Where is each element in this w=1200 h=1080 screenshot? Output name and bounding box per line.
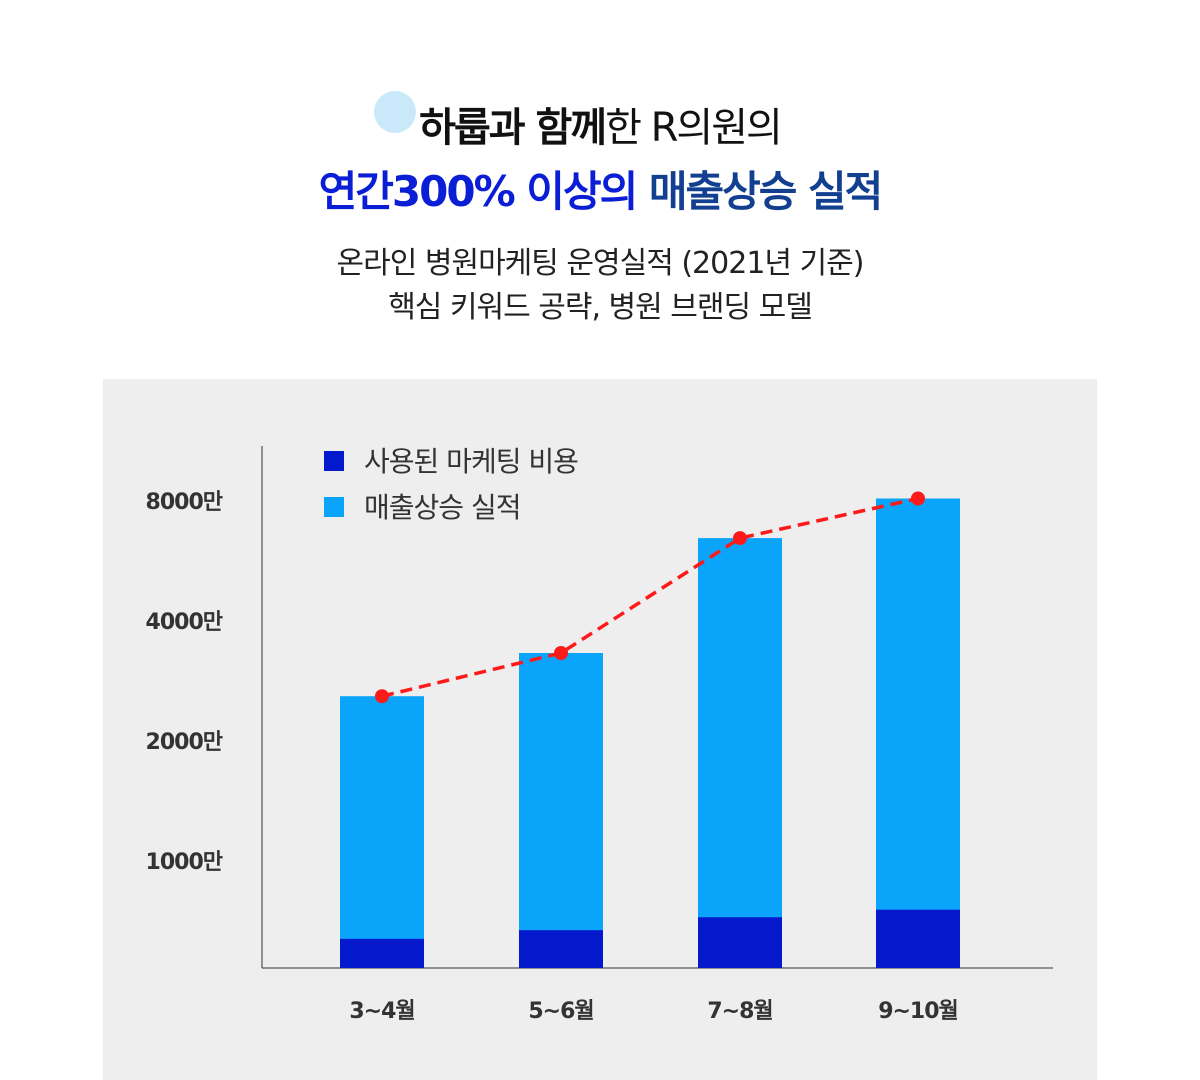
y-tick-label: 2000만 — [146, 730, 223, 755]
bar-marketing-cost — [340, 938, 424, 968]
page-title: 하룹과 함께한 R의원의 — [0, 95, 1200, 153]
x-tick-label: 9~10월 — [878, 999, 958, 1024]
decorative-circle — [374, 91, 416, 133]
page-title-2: 연간300% 이상의 매출상승 실적 — [0, 158, 1200, 219]
y-tick-label: 1000만 — [146, 850, 223, 875]
x-tick-label: 3~4월 — [349, 999, 414, 1024]
trend-point — [375, 689, 389, 704]
legend-swatch — [324, 497, 344, 517]
bar-sales — [519, 653, 603, 968]
title2-highlight: 연간300% 이상의 — [318, 167, 639, 216]
bar-marketing-cost — [519, 930, 603, 968]
y-tick-label: 8000만 — [146, 490, 223, 515]
bar-sales — [340, 696, 424, 968]
trend-line — [381, 496, 919, 698]
title-bold: 하룹과 함께 — [419, 105, 607, 151]
trend-point — [554, 646, 568, 660]
x-tick-label: 5~6월 — [528, 999, 593, 1024]
title2-emphasis: 매출상승 실적 — [648, 167, 883, 216]
title-normal: 한 R의원의 — [605, 105, 783, 151]
subtitle-1: 온라인 병원마케팅 운영실적 (2021년 기준) — [336, 246, 865, 281]
bar-marketing-cost — [698, 917, 782, 968]
subtitle-2: 핵심 키워드 공략, 병원 브랜딩 모델 — [388, 290, 813, 325]
x-tick-label: 7~8월 — [707, 999, 772, 1024]
legend-label: 사용된 마케팅 비용 — [364, 445, 578, 478]
bar-sales — [698, 538, 782, 968]
bar-sales — [876, 498, 960, 968]
bar-marketing-cost — [876, 909, 960, 968]
trend-point — [733, 531, 747, 546]
legend-label: 매출상승 실적 — [364, 491, 520, 524]
y-tick-label: 4000만 — [146, 610, 223, 635]
trend-point — [911, 491, 925, 506]
legend-swatch — [324, 451, 344, 471]
